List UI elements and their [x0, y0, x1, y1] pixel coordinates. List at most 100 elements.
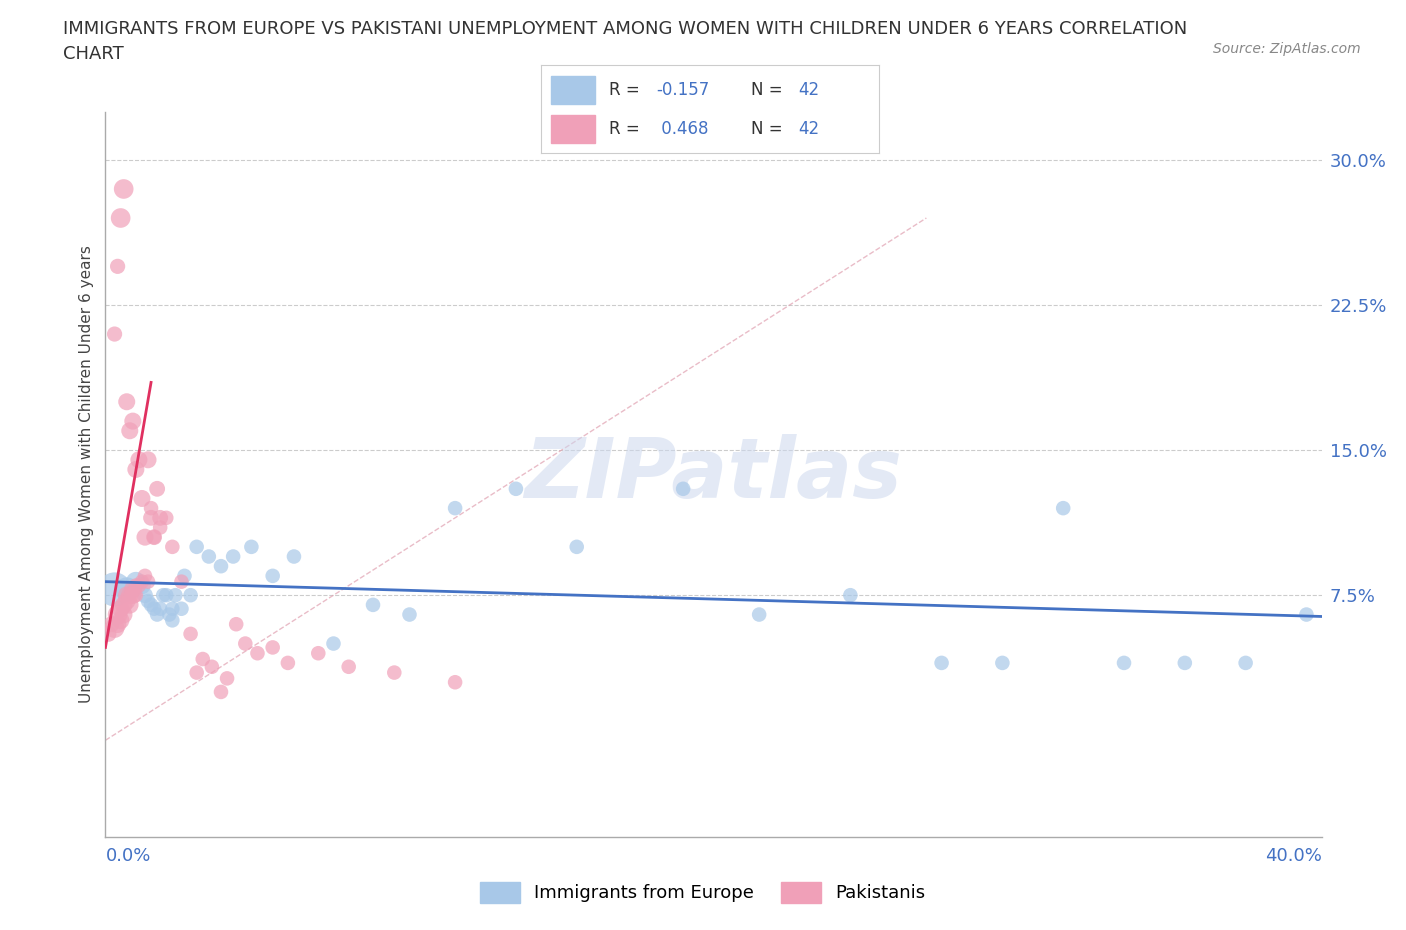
- Point: [262, 640, 284, 655]
- Point: [110, 210, 132, 225]
- Point: [112, 597, 135, 612]
- Point: [125, 578, 148, 593]
- Text: 42: 42: [797, 81, 818, 99]
- Point: [131, 574, 153, 589]
- Point: [134, 588, 156, 603]
- Text: ZIPatlas: ZIPatlas: [524, 433, 903, 515]
- Point: [157, 607, 180, 622]
- Text: Source: ZipAtlas.com: Source: ZipAtlas.com: [1213, 42, 1361, 56]
- Point: [382, 665, 405, 680]
- Point: [112, 181, 135, 196]
- Point: [931, 656, 953, 671]
- Point: [307, 645, 329, 660]
- Point: [134, 568, 156, 583]
- Y-axis label: Unemployment Among Women with Children Under 6 years: Unemployment Among Women with Children U…: [79, 246, 94, 703]
- Point: [180, 588, 202, 603]
- Point: [136, 452, 159, 467]
- Point: [748, 607, 770, 622]
- Point: [100, 617, 122, 631]
- Point: [110, 602, 132, 617]
- Text: 42: 42: [797, 120, 818, 138]
- Point: [125, 462, 148, 477]
- Point: [125, 574, 148, 589]
- Point: [155, 511, 177, 525]
- Point: [112, 607, 135, 622]
- Point: [322, 636, 344, 651]
- Point: [240, 539, 263, 554]
- Text: N =: N =: [751, 120, 787, 138]
- Point: [136, 593, 159, 608]
- Point: [139, 511, 162, 525]
- Point: [115, 582, 138, 597]
- Point: [128, 452, 150, 467]
- Text: 0.0%: 0.0%: [105, 846, 150, 865]
- Text: R =: R =: [609, 120, 645, 138]
- Point: [337, 659, 360, 674]
- Point: [225, 617, 247, 631]
- Point: [186, 539, 208, 554]
- Point: [209, 559, 232, 574]
- Point: [209, 684, 232, 699]
- Point: [121, 582, 143, 597]
- Text: 40.0%: 40.0%: [1265, 846, 1322, 865]
- Point: [991, 656, 1014, 671]
- Text: -0.157: -0.157: [657, 81, 709, 99]
- Text: 0.468: 0.468: [657, 120, 709, 138]
- Point: [180, 627, 202, 642]
- Text: N =: N =: [751, 81, 787, 99]
- Point: [139, 500, 162, 515]
- Point: [1295, 607, 1317, 622]
- Point: [170, 574, 193, 589]
- Point: [149, 602, 172, 617]
- Point: [139, 597, 162, 612]
- Point: [115, 588, 138, 603]
- Point: [165, 588, 187, 603]
- Point: [505, 482, 527, 497]
- Point: [222, 549, 245, 564]
- Point: [118, 597, 141, 612]
- Point: [246, 645, 269, 660]
- Point: [173, 568, 195, 583]
- Point: [107, 617, 129, 631]
- Point: [162, 539, 184, 554]
- Point: [672, 482, 695, 497]
- Bar: [551, 75, 595, 104]
- Point: [444, 500, 467, 515]
- Point: [152, 588, 174, 603]
- Point: [198, 549, 221, 564]
- Point: [125, 588, 148, 603]
- Point: [162, 602, 184, 617]
- Point: [146, 482, 169, 497]
- Point: [107, 607, 129, 622]
- Point: [1112, 656, 1135, 671]
- Point: [149, 511, 172, 525]
- Point: [283, 549, 305, 564]
- Point: [143, 602, 166, 617]
- Point: [136, 574, 159, 589]
- Point: [131, 578, 153, 593]
- Point: [103, 582, 125, 597]
- Point: [444, 675, 467, 690]
- Text: R =: R =: [609, 81, 645, 99]
- Point: [233, 636, 256, 651]
- Legend: Immigrants from Europe, Pakistanis: Immigrants from Europe, Pakistanis: [472, 874, 934, 910]
- Point: [149, 520, 172, 535]
- Point: [170, 602, 193, 617]
- Point: [115, 394, 138, 409]
- Point: [277, 656, 299, 671]
- Point: [162, 613, 184, 628]
- Point: [839, 588, 862, 603]
- Point: [398, 607, 420, 622]
- Point: [1052, 500, 1074, 515]
- Point: [191, 652, 214, 667]
- Point: [155, 588, 177, 603]
- Point: [146, 607, 169, 622]
- Point: [143, 530, 166, 545]
- Point: [1234, 656, 1257, 671]
- Point: [121, 588, 143, 603]
- Text: IMMIGRANTS FROM EUROPE VS PAKISTANI UNEMPLOYMENT AMONG WOMEN WITH CHILDREN UNDER: IMMIGRANTS FROM EUROPE VS PAKISTANI UNEM…: [63, 20, 1188, 38]
- Point: [143, 530, 166, 545]
- Point: [103, 326, 125, 341]
- Point: [118, 588, 141, 603]
- Point: [118, 423, 141, 438]
